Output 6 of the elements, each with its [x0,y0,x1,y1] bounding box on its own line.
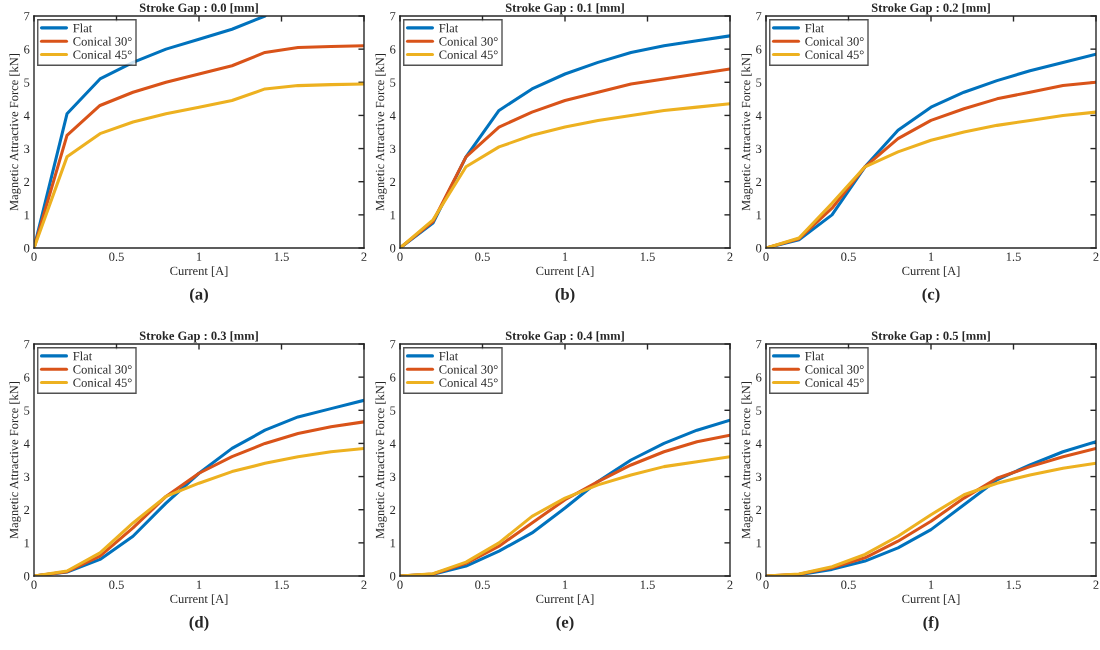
text: (d) [189,616,209,632]
text: (c) [922,288,940,304]
text: (e) [556,616,574,632]
text: (f) [923,616,939,632]
text: (b) [555,288,575,304]
text: (a) [190,288,208,304]
